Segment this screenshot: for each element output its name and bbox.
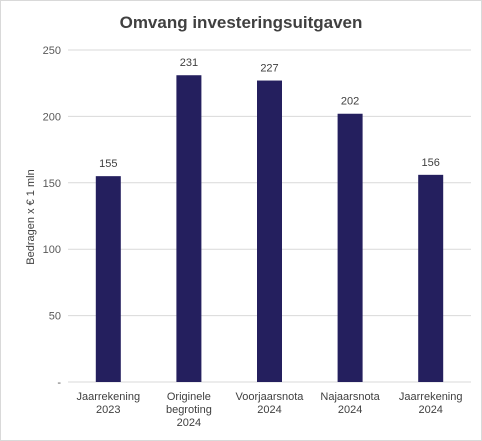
- x-category-label: Jaarrekening: [77, 391, 141, 403]
- bars: [95, 75, 444, 383]
- x-axis-categories: Jaarrekening2023Originelebegroting2024Vo…: [77, 391, 463, 429]
- bar: [337, 113, 363, 382]
- bar: [176, 75, 202, 383]
- y-tick-label: 50: [49, 311, 61, 323]
- x-category-label: Originele: [167, 391, 211, 403]
- y-axis-ticks: - 50 100 150 200 250: [43, 45, 62, 389]
- y-tick-label: 100: [43, 244, 61, 256]
- y-tick-label: 150: [43, 178, 61, 190]
- y-tick-label: 200: [43, 111, 61, 123]
- x-category-label: 2024: [257, 404, 281, 416]
- data-label: 155: [99, 158, 117, 170]
- y-tick-label: -: [57, 377, 61, 389]
- chart-title: Omvang investeringsuitgaven: [119, 13, 363, 32]
- y-tick-label: 250: [43, 45, 61, 57]
- data-label: 227: [260, 63, 278, 75]
- x-category-label: 2024: [418, 404, 442, 416]
- x-category-label: Najaarsnota: [320, 391, 380, 403]
- x-category-label: 2024: [338, 404, 362, 416]
- x-category-label: 2024: [177, 417, 201, 429]
- x-category-label: 2023: [96, 404, 120, 416]
- x-category-label: begroting: [166, 404, 212, 416]
- data-labels: 155 231 227 202 156: [99, 57, 440, 170]
- x-category-label: Voorjaarsnota: [236, 391, 305, 403]
- bar: [257, 80, 282, 382]
- bar: [418, 174, 444, 382]
- data-label: 156: [422, 157, 440, 169]
- data-label: 231: [180, 57, 198, 69]
- data-label: 202: [341, 96, 359, 108]
- x-category-label: Jaarrekening: [399, 391, 463, 403]
- bar: [95, 176, 121, 382]
